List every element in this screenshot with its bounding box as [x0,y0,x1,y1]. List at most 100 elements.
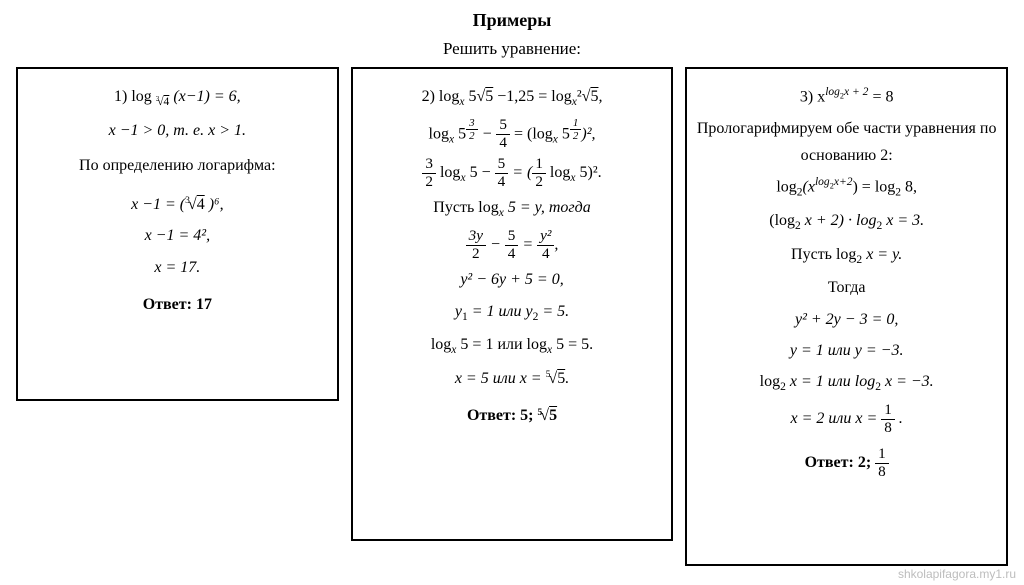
t: Пусть log [433,199,498,216]
t: 5 [558,125,570,142]
b3-l7: y² + 2y − 3 = 0, [695,306,998,333]
b1-line5: x −1 = 4², [26,222,329,249]
t: 2 [532,174,546,191]
t: = 8 [868,88,893,105]
t: 1 [532,156,546,174]
t: log [825,86,840,98]
t: 2) log [422,88,460,105]
t: x = y. [862,246,902,263]
t: )⁶, [205,196,224,213]
t: −1,25 = log [493,88,572,105]
t: log [760,373,780,390]
t: = [518,236,537,253]
example-box-3: 3) xlog2x + 2 = 8 Прологарифмируем обе ч… [685,67,1008,566]
t: 1 [875,446,889,464]
b2-l6: y² − 6y + 5 = 0, [361,266,664,293]
b2-l4: Пусть logx 5 = y, тогда [361,194,664,224]
t: 2 [570,130,581,142]
t: x = 1 или log [786,373,875,390]
t: x+2 [834,176,853,188]
t: 3 [156,96,159,103]
b2-l2: logx 532 − 54 = (logx 512)², [361,117,664,152]
t: x = 3. [882,212,924,229]
t: 3y [466,228,486,246]
b3-l5: Пусть log2 x = y. [695,241,998,271]
t: x = 5 или x = [455,370,546,387]
t: = (log [510,125,553,142]
b2-l3: 32 logx 5 − 54 = (12 logx 5)². [361,156,664,190]
page-title: Примеры [0,10,1024,31]
t: 5 = 1 или log [456,336,547,353]
b2-l9: x = 5 или x = 5√5. [361,365,664,392]
t: 4 [537,246,554,263]
example-box-2: 2) logx 5√5 −1,25 = logx²√5, logx 532 − … [351,67,674,541]
t: 4 [505,246,519,263]
t: 2 [466,130,477,142]
b1-line4: x −1 = (3√4 )⁶, [26,191,329,218]
b1-line3: По определению логарифма: [26,152,329,179]
b3-l6: Тогда [695,274,998,301]
t: 3 [422,156,436,174]
t: 1 [881,402,895,420]
t: log [429,125,449,142]
t: 5 [454,125,466,142]
b3-l10: x = 2 или x = 18 . [695,402,998,436]
t: 5 = y, тогда [504,199,591,216]
t: (x [803,178,815,195]
t: 4 [197,196,205,213]
t: = 5. [538,303,569,320]
b3-answer: Ответ: 2; 18 [695,446,998,480]
t: 4 [495,174,509,191]
t: (x−1) = 6, [169,88,240,105]
t: 5 [557,370,565,387]
t: 1) log [114,88,156,105]
t: ²√ [577,88,591,105]
t: x −1 > 0, т. е. x > 1. [109,122,246,139]
t: 3 [466,117,477,130]
t: Пусть log [791,246,856,263]
watermark: shkolapifagora.my1.ru [898,567,1016,581]
t: = 1 или y [468,303,533,320]
b3-l4: (log2 x + 2) · log2 x = 3. [695,207,998,237]
b1-line6: x = 17. [26,254,329,281]
t: 5)². [575,164,601,181]
t: x = −3. [881,373,934,390]
t: 5 [538,407,543,418]
b3-l8: y = 1 или y = −3. [695,337,998,364]
t: x + 2 [844,86,868,98]
t: log [431,336,451,353]
t: log [815,176,830,188]
t: log [546,164,570,181]
b1-answer: Ответ: 17 [26,291,329,318]
b3-l3: log2(xlog2x+2) = log2 8, [695,173,998,203]
t: 8, [901,178,917,195]
example-box-1: 1) log 3√4 (x−1) = 6, x −1 > 0, т. е. x … [16,67,339,401]
t: . [895,410,903,427]
t: = ( [508,164,532,181]
columns-container: 1) log 3√4 (x−1) = 6, x −1 > 0, т. е. x … [0,67,1024,566]
t: y [455,303,462,320]
b2-l8: logx 5 = 1 или logx 5 = 5. [361,331,664,361]
t: Ответ: 5; [467,407,538,424]
t: )², [581,125,595,142]
t: 5 [496,117,510,135]
t: (log [769,212,795,229]
t: 5 [495,156,509,174]
page-subtitle: Решить уравнение: [0,39,1024,59]
b2-l5: 3y2 − 54 = y²4, [361,228,664,262]
t: x + 2) · log [801,212,877,229]
b2-l1: 2) logx 5√5 −1,25 = logx²√5, [361,83,664,113]
b2-l7: y1 = 1 или y2 = 5. [361,298,664,328]
b3-l2: Прологарифмируем обе части уравнения по … [695,115,998,169]
t: x = 2 или x = [790,410,881,427]
t: 8 [875,464,889,481]
b1-line2: x −1 > 0, т. е. x > 1. [26,117,329,144]
b1-line1: 1) log 3√4 (x−1) = 6, [26,83,329,113]
t: , [598,88,602,105]
t: 4 [496,135,510,152]
t: x −1 = ( [131,196,185,213]
t: − [486,236,505,253]
t: 3) x [800,88,825,105]
t: 5 [549,407,557,424]
t: , [554,236,558,253]
